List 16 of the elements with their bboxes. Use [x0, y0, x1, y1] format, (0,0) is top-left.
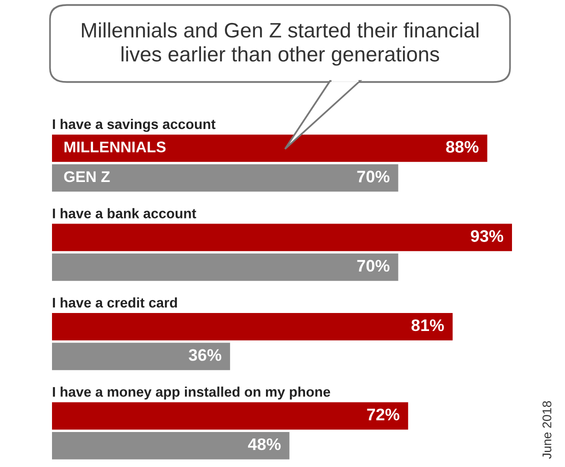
- data-label: 70%: [357, 170, 390, 182]
- data-label: 70%: [357, 260, 390, 272]
- data-label: 72%: [367, 408, 400, 420]
- data-label: 88%: [446, 140, 478, 153]
- text: June 2018: [542, 401, 552, 459]
- y-tick-label: I have a bank account: [52, 208, 196, 218]
- data-label: 93%: [470, 230, 504, 242]
- y-tick-label: I have a money app installed on my phone: [52, 386, 330, 400]
- chart-title: Millennials and Gen Z started their financial lives earlier than other generations: [82, 22, 478, 66]
- y-tick-label: I have a savings account: [52, 118, 216, 132]
- series-label: MILLENNIALS: [64, 142, 166, 152]
- data-label: 81%: [411, 319, 444, 332]
- y-tick-label: I have a credit card: [52, 297, 177, 308]
- data-label: 48%: [248, 438, 281, 450]
- series-label: GEN Z: [64, 171, 110, 182]
- data-label: 36%: [188, 349, 222, 361]
